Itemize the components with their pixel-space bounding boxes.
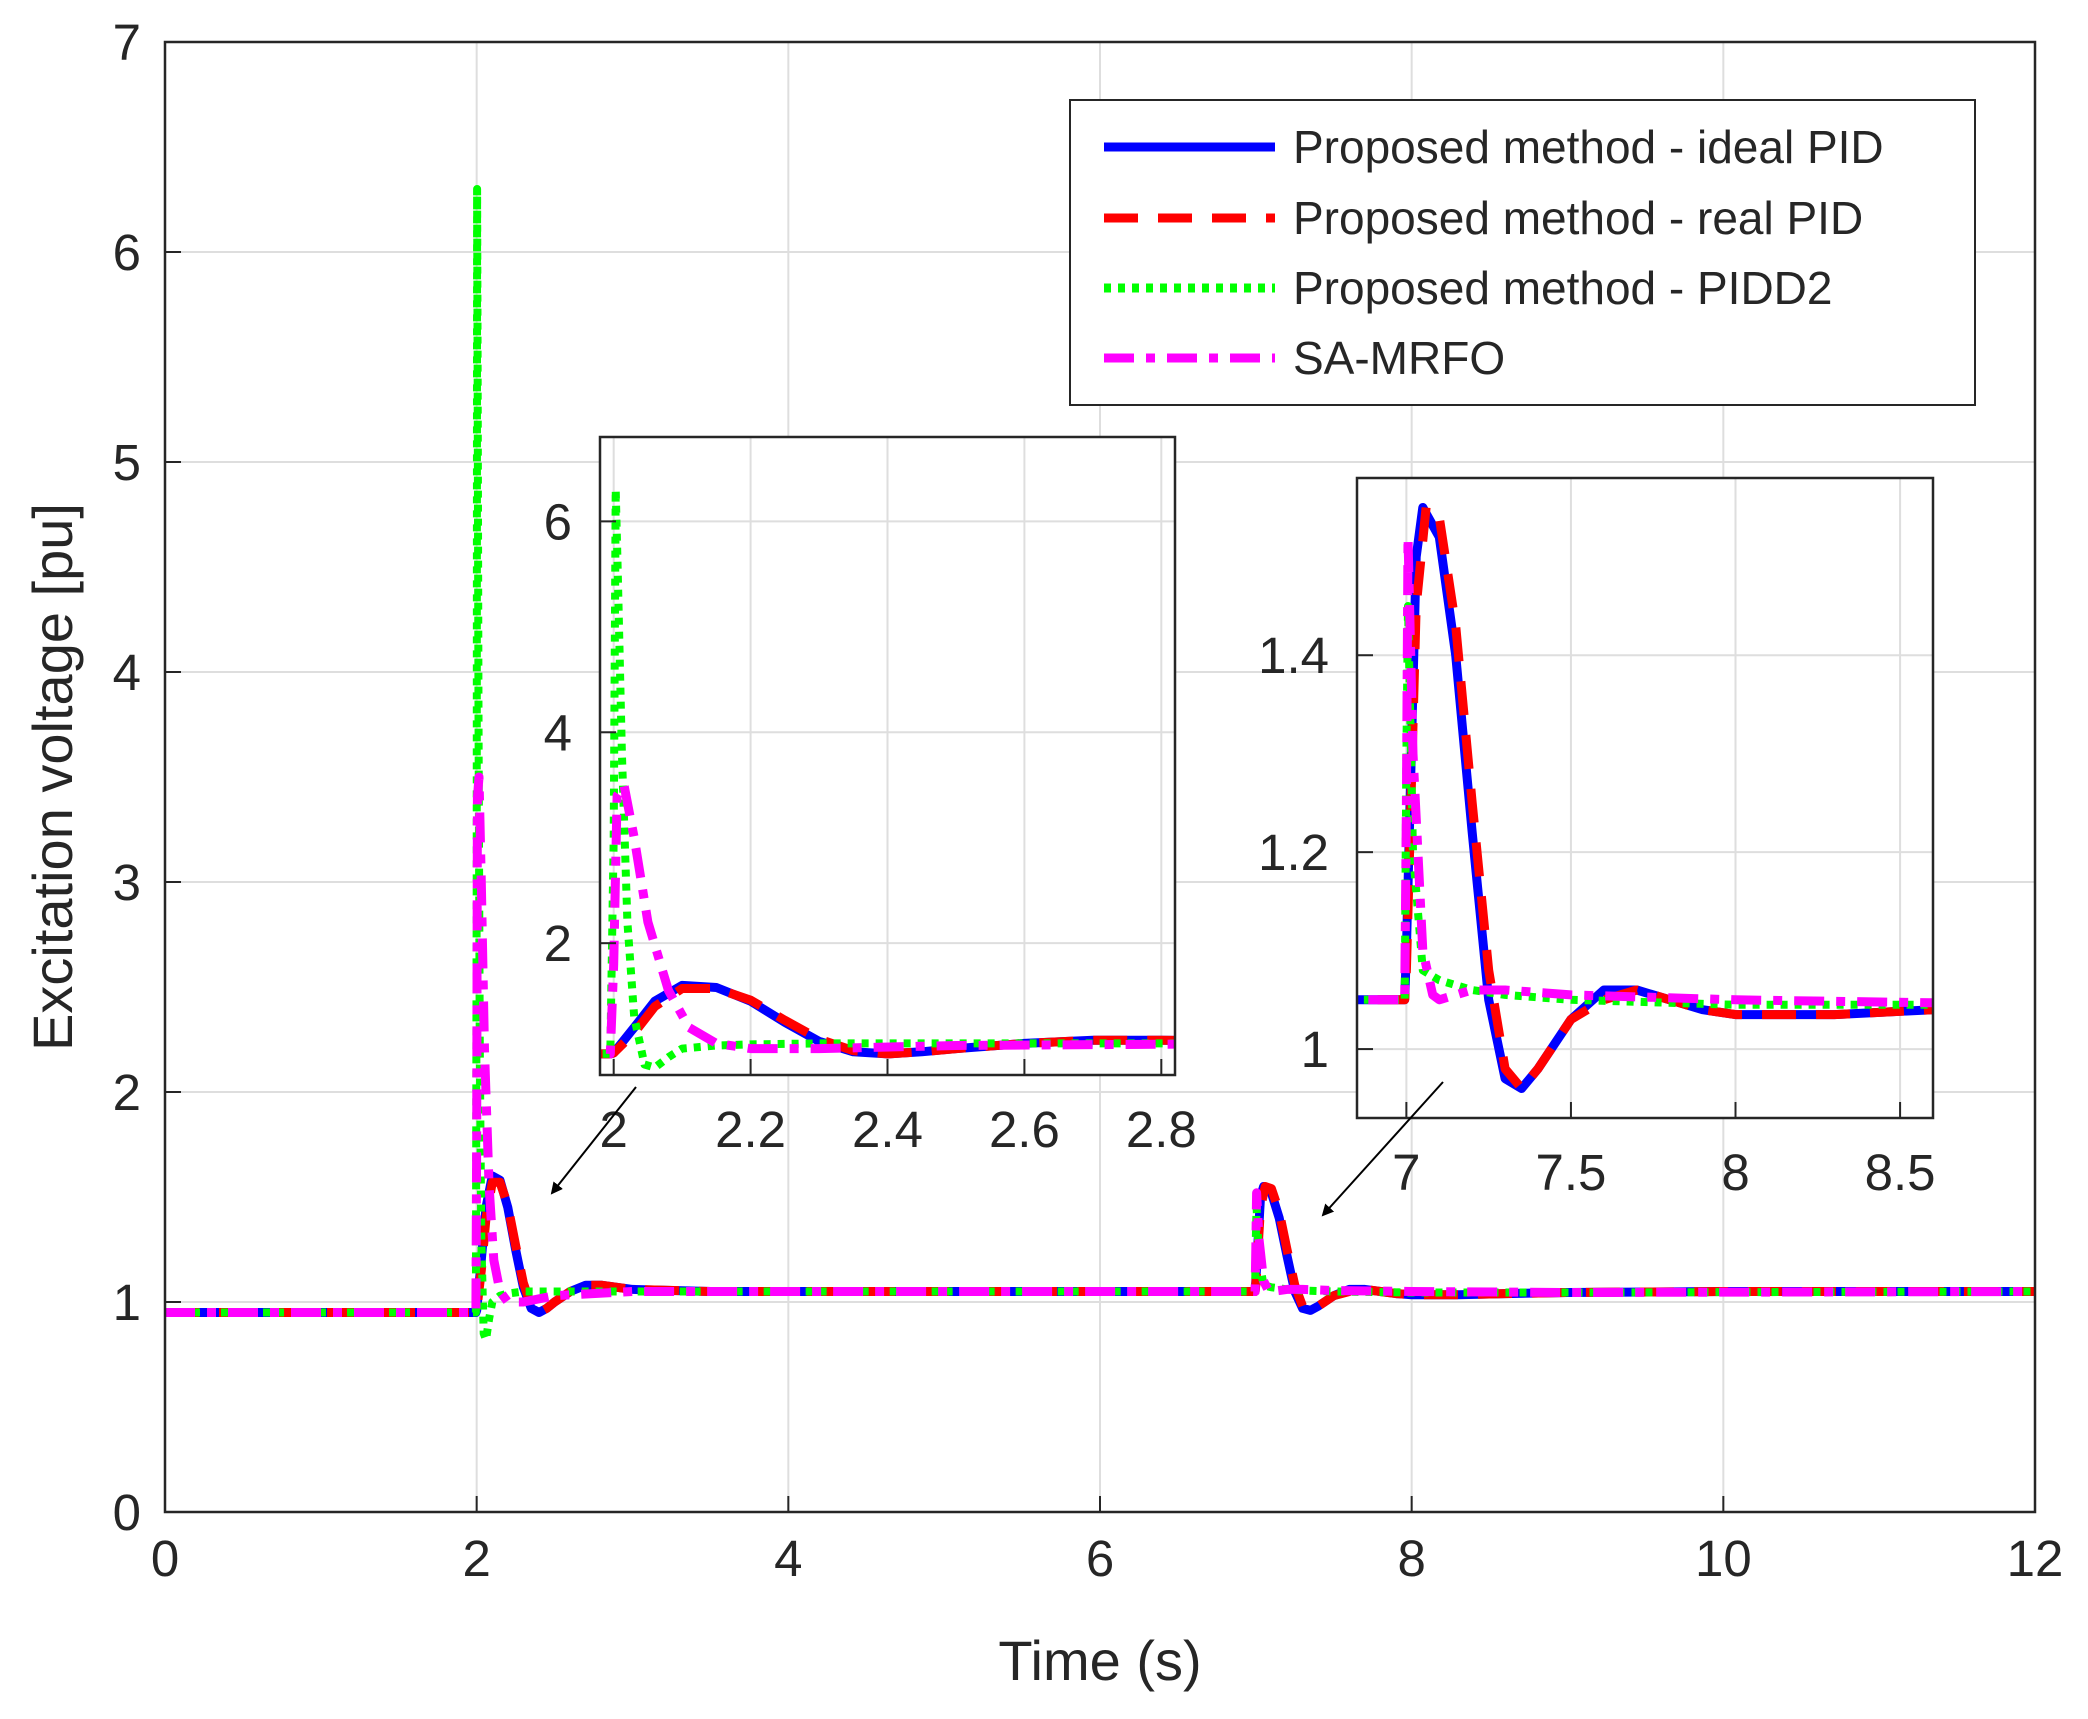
legend-entry: SA-MRFO <box>1104 332 1505 384</box>
main-y-tick-label: 0 <box>113 1484 141 1541</box>
legend-label: Proposed method - real PID <box>1293 192 1863 244</box>
inset-2-series-group <box>1357 503 1933 1093</box>
inset-1-x-tick-label: 2 <box>600 1101 628 1158</box>
main-x-tick-label: 4 <box>774 1530 802 1587</box>
main-y-tick-label: 2 <box>113 1064 141 1121</box>
main-x-tick-label: 8 <box>1397 1530 1425 1587</box>
inset-2-y-tick-label: 1.2 <box>1258 824 1329 881</box>
legend-label: Proposed method - ideal PID <box>1293 121 1884 173</box>
main-y-tick-label: 3 <box>113 854 141 911</box>
x-axis-label: Time (s) <box>998 1629 1201 1692</box>
inset-2-x-tick-label: 7.5 <box>1535 1144 1606 1201</box>
legend-entry: Proposed method - ideal PID <box>1104 121 1884 173</box>
inset-1-y-tick-label: 2 <box>544 915 572 972</box>
inset-1-x-tick-label: 2.6 <box>989 1101 1060 1158</box>
inset-2-x-tick-label: 8 <box>1721 1144 1749 1201</box>
inset-2-y-tick-label: 1.4 <box>1258 627 1329 684</box>
inset-1-x-tick-label: 2.8 <box>1126 1101 1197 1158</box>
legend-label: SA-MRFO <box>1293 332 1505 384</box>
legend-entry: Proposed method - real PID <box>1104 192 1863 244</box>
main-x-tick-label: 12 <box>2007 1530 2064 1587</box>
main-y-tick-label: 4 <box>113 644 141 701</box>
main-x-tick-label: 2 <box>462 1530 490 1587</box>
inset-1-y-tick-label: 4 <box>544 704 572 761</box>
legend-entry: Proposed method - PIDD2 <box>1104 262 1833 314</box>
main-x-tick-label: 0 <box>151 1530 179 1587</box>
main-x-tick-label: 6 <box>1086 1530 1114 1587</box>
inset-1-x-tick-label: 2.4 <box>852 1101 923 1158</box>
main-x-tick-label: 10 <box>1695 1530 1752 1587</box>
main-y-tick-label: 5 <box>113 434 141 491</box>
inset-1-series-group <box>600 485 1175 1072</box>
inset-1-plot: 2 2.2 2.4 2.6 2.8 2 4 6 <box>544 435 1197 1158</box>
inset-2-y-tick-label: 1 <box>1301 1021 1329 1078</box>
y-axis-label: Excitation voltage [pu] <box>21 503 84 1051</box>
inset-1-arrow <box>550 1086 637 1195</box>
main-y-tick-label: 1 <box>113 1274 141 1331</box>
inset-1-y-tick-label: 6 <box>544 493 572 550</box>
main-y-tick-label: 6 <box>113 224 141 281</box>
inset-1-series-line-1 <box>600 980 1175 1059</box>
legend: Proposed method - ideal PID Proposed met… <box>1069 99 1976 406</box>
inset-2-plot: 7 7.5 8 8.5 1 1.2 1.4 <box>1258 476 1936 1201</box>
main-series-group <box>165 185 2035 1344</box>
inset-2-x-tick-label: 8.5 <box>1865 1144 1936 1201</box>
inset-2-arrow <box>1321 1081 1444 1217</box>
inset-2-x-tick-label: 7 <box>1392 1144 1420 1201</box>
inset-1-x-tick-label: 2.2 <box>715 1101 786 1158</box>
main-series-line-4 <box>165 772 2035 1317</box>
legend-label: Proposed method - PIDD2 <box>1293 262 1833 314</box>
inset-2-series-line-4 <box>1357 532 1933 1008</box>
main-y-tick-label: 7 <box>113 14 141 71</box>
inset-2-axes-frame <box>1355 476 1935 1120</box>
